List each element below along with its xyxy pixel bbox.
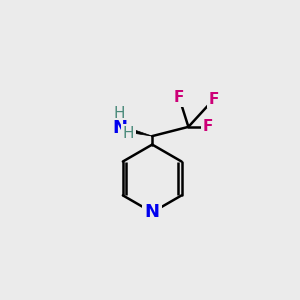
Text: N: N bbox=[112, 119, 128, 137]
Text: F: F bbox=[174, 90, 184, 105]
Text: H: H bbox=[113, 106, 125, 121]
Text: F: F bbox=[202, 119, 213, 134]
Polygon shape bbox=[114, 124, 152, 136]
Text: H: H bbox=[123, 125, 134, 140]
Text: F: F bbox=[208, 92, 219, 106]
Text: N: N bbox=[145, 203, 160, 221]
